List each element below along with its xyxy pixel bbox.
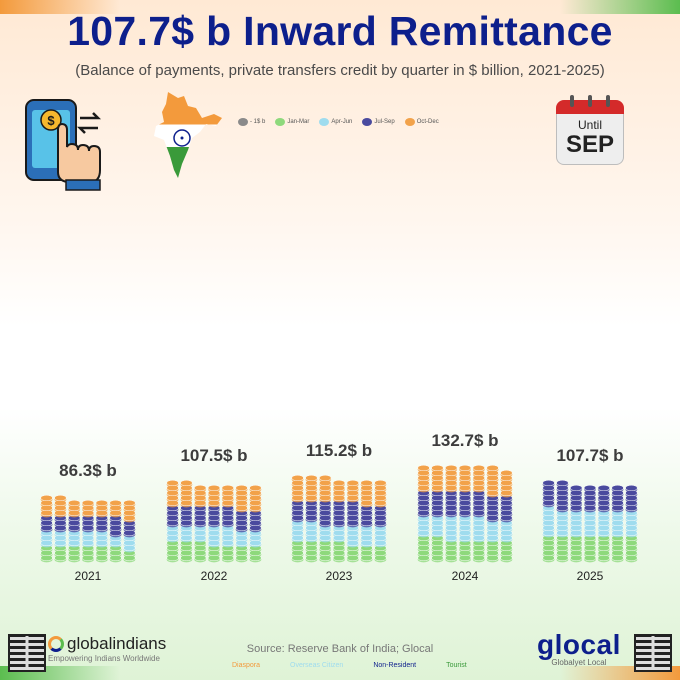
footer-tags: Diaspora Overseas Citizen Non-Resident T… (232, 662, 467, 669)
coin-q3-2025 (570, 485, 583, 493)
coin-q4-2023 (332, 480, 346, 488)
coin-q4-2021 (68, 500, 81, 508)
page-title: 107.7$ b Inward Remittance (67, 8, 613, 54)
qr-code-left (8, 634, 46, 672)
glocal-logo: glocal Globalyet Local (537, 629, 621, 668)
coin-q4-2023 (374, 480, 387, 488)
svg-text:$: $ (47, 113, 55, 128)
coin-q4-2024 (431, 465, 444, 473)
total-label-2023: 115.2$ b (306, 441, 372, 460)
total-label-2025: 107.7$ b (556, 446, 623, 465)
legend-item-q1: Jan-Mar (275, 118, 309, 126)
coin-q2-2023 (346, 540, 359, 548)
coin-q3-2025 (542, 480, 555, 488)
year-label-2025: 2025 (577, 569, 604, 583)
coin-q4-2021 (81, 500, 95, 508)
year-label-2023: 2023 (326, 569, 353, 583)
year-label-2024: 2024 (452, 569, 479, 583)
page-subtitle: (Balance of payments, private transfers … (75, 62, 605, 79)
brand-right-name: glocal (537, 629, 621, 660)
brand-left-tagline: Empowering Indians Worldwide (48, 654, 160, 663)
corner-accent (560, 0, 680, 14)
coin-q4-2021 (54, 495, 67, 503)
coin-q2-2025 (556, 515, 569, 523)
coin-q4-2023 (346, 480, 359, 488)
legend-label: Apr-Jun (331, 119, 353, 125)
tag-non-resident: Non-Resident (373, 662, 417, 669)
coin-q4-2024 (500, 470, 513, 478)
globalindians-logo-icon (48, 636, 64, 652)
calendar-until: Until (577, 118, 602, 132)
tag-overseas-citizen: Overseas Citizen (290, 662, 344, 669)
calendar-icon: Until SEP (556, 95, 624, 165)
tag-diaspora: Diaspora (232, 662, 261, 669)
coin-q3-2025 (583, 485, 597, 493)
globalindians-logo: globalindians Empowering Indians Worldwi… (48, 634, 166, 663)
coin-q3-2025 (542, 485, 555, 493)
coin-q3-2025 (611, 485, 624, 493)
coin-icon (319, 118, 330, 126)
source-note: Source: Reserve Bank of India; Glocal (246, 643, 434, 655)
brand-right-tagline: Globalyet Local (551, 658, 607, 667)
coin-q4-2021 (40, 495, 53, 503)
total-label-2022: 107.5$ b (180, 446, 247, 465)
india-map-icon (154, 92, 222, 178)
total-label-2024: 132.7$ b (431, 431, 498, 450)
coin-q4-2022 (166, 480, 179, 488)
coin-q4-2022 (194, 485, 207, 493)
coin-icon (362, 118, 373, 126)
year-label-2021: 2021 (75, 569, 102, 583)
coin-q3-2025 (556, 480, 569, 488)
coin-icon (404, 118, 415, 126)
legend-label: Jan-Mar (287, 119, 310, 125)
legend-label: Oct-Dec (416, 119, 439, 125)
coin-q1-2024 (500, 555, 513, 563)
legend-item-q4: Oct-Dec (404, 118, 439, 126)
coin-q4-2023 (305, 475, 318, 483)
coin-q4-2022 (249, 485, 262, 493)
coin-q4-2022 (221, 485, 234, 493)
coin-q4-2021 (95, 500, 108, 508)
calendar-body: Until SEP (556, 114, 624, 165)
coin-q4-2023 (319, 475, 332, 483)
coin-q4-2024 (417, 465, 430, 473)
coin-q4-2022 (207, 485, 221, 493)
coin-q4-2024 (486, 465, 499, 473)
legend-item-unit: - 1$ b (238, 118, 265, 126)
coin-q4-2022 (235, 485, 248, 493)
mobile-payment-icon: $ (25, 99, 102, 191)
year-label-2022: 2022 (201, 569, 228, 583)
coin-q4-2024 (445, 465, 458, 473)
calendar-header (556, 95, 624, 114)
coin-q4-2024 (472, 465, 485, 473)
calendar-month: SEP (565, 131, 615, 158)
coin-q3-2025 (597, 485, 610, 493)
coin-q4-2021 (123, 510, 136, 518)
coin-q3-2022 (194, 505, 207, 513)
tag-tourist: Tourist (446, 662, 467, 669)
legend-item-q2: Apr-Jun (319, 118, 352, 126)
coin-q4-2023 (291, 475, 304, 483)
coin-q3-2022 (207, 520, 221, 528)
coin-q3-2025 (625, 485, 638, 493)
coin-q4-2024 (458, 465, 472, 473)
legend-label: Jul-Sep (374, 119, 395, 125)
coin-q4-2022 (180, 480, 193, 488)
legend-label: - 1$ b (250, 119, 266, 125)
coin-q4-2021 (123, 500, 136, 508)
corner-accent (0, 0, 120, 14)
legend-item-q3: Jul-Sep (362, 118, 395, 126)
coin-icon (275, 118, 286, 126)
chart-legend: - 1$ b Jan-Mar Apr-Jun Jul-Sep Oct-Dec (238, 118, 439, 126)
coin-q4-2023 (360, 480, 373, 488)
remittance-chart: 86.3$ b 2021 107.5$ b 2022 115.2$ b 2023 132.7… (40, 431, 638, 583)
brand-left-name: globalindians (67, 634, 167, 653)
qr-code-right (634, 634, 672, 672)
coin-icon (238, 118, 248, 126)
total-label-2021: 86.3$ b (59, 461, 117, 480)
coin-q4-2021 (109, 500, 122, 508)
